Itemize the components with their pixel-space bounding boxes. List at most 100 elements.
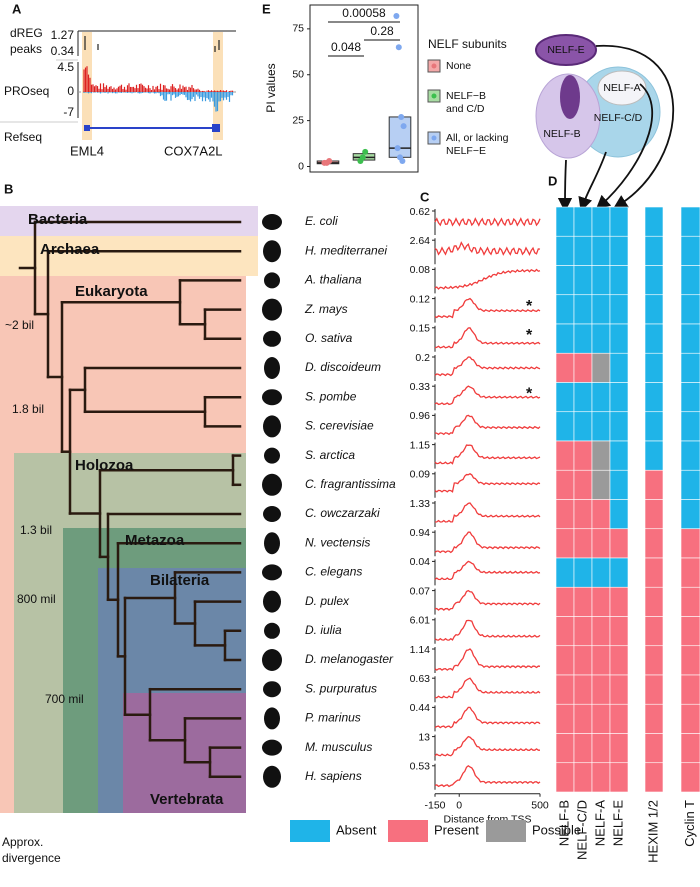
track-tick: 0.34 [51,44,75,58]
silhouette [263,506,281,522]
heatmap-cell [609,557,629,588]
heatmap-cell [644,294,664,325]
heatmap-cell [680,557,700,588]
plot-frame [309,4,419,173]
panel-letter: A [12,1,22,16]
phylogeny [18,220,242,779]
heatmap-cell [644,616,664,647]
clade-label: Metazoa [125,532,185,549]
x-tick-label: 500 [531,800,549,812]
profile-curve [434,297,541,319]
point [398,113,405,120]
profile-curve [434,648,541,672]
heatmap-cell [591,411,611,442]
heatmap-cell [644,235,664,266]
footer-label: Approx. [2,835,43,849]
silhouette [264,357,280,379]
heatmap-cell [644,762,664,793]
legend-label: Possible [532,822,581,837]
heatmap-cell [573,703,593,734]
heatmap-cell [680,323,700,354]
max-value: 0.44 [410,702,431,714]
point [400,123,407,130]
heatmap-cell [573,499,593,530]
max-value: 0.62 [410,206,431,218]
track-label: peaks [10,42,42,56]
species-name: S. purpuratus [305,681,377,695]
profile-curve [434,444,541,465]
silhouette [262,739,282,756]
species-name: D. iulia [305,623,342,637]
species-name: O. sativa [305,331,353,345]
max-value: 0.63 [410,673,431,685]
heatmap-cell [591,733,611,764]
nelf-a-shape [597,70,647,106]
column-label: Cyclin T [682,800,697,847]
heatmap-cell [555,323,575,354]
track-tick: 0 [67,84,74,98]
species-name: S. cerevisiae [305,419,374,433]
profile-curve [434,531,541,554]
exon [212,124,220,132]
legend-dot [431,63,437,69]
heatmap-cell [680,411,700,442]
heatmap-cell [591,440,611,471]
heatmap-cell [609,674,629,705]
legend-label: Present [434,822,479,837]
max-value: 1.33 [410,498,431,510]
heatmap-cell [573,616,593,647]
profile-curve [434,356,541,377]
heatmap-cell [680,733,700,764]
max-value: 1.15 [410,439,431,451]
profile-curve [434,589,541,611]
column-label: NELF-B [556,800,571,846]
point [326,157,333,164]
column-label: NELF-E [610,800,625,847]
silhouette [262,473,282,496]
heatmap-cell [644,557,664,588]
gene-name: EML4 [70,143,104,158]
panel-letter: E [262,1,271,16]
heatmap-cell [644,674,664,705]
species-name: H. sapiens [305,769,362,783]
panel-a-tracks [0,30,236,140]
heatmap-cell [680,586,700,617]
heatmap-cell [644,411,664,442]
silhouette [262,214,282,230]
max-value: 0.94 [410,527,431,539]
heatmap-cell [573,469,593,500]
heatmap-cell [591,382,611,413]
footer-label: divergence [2,851,61,865]
silhouette [262,389,282,406]
heatmap-cell [555,733,575,764]
axis-title: PI values [264,63,278,112]
point [359,154,366,161]
asterisk: * [526,298,533,315]
heatmap-cell [609,733,629,764]
track-tick: -7 [63,105,74,119]
nelf-e-stem [560,75,580,119]
heatmap-cell [609,440,629,471]
heatmap-cell [573,557,593,588]
heatmap-cell [573,528,593,559]
legend-title: NELF subunits [428,37,507,51]
profile-curve [434,735,540,757]
heatmap-cell [573,323,593,354]
heatmap-cell [644,528,664,559]
profile-curve [434,473,541,493]
heatmap-cell [555,586,575,617]
max-value: 0.08 [410,264,431,276]
heatmap-cell [609,528,629,559]
species-name: C. elegans [305,565,362,579]
max-value: 0.09 [410,469,431,481]
heatmap-cell [680,440,700,471]
max-value: 1.14 [410,644,431,656]
heatmap-cell [555,352,575,383]
profile-curve [434,706,541,729]
species-name: N. vectensis [305,535,370,549]
heatmap-cell [573,674,593,705]
box [388,116,412,158]
heatmap-cell [680,499,700,530]
profile-curve [434,414,541,436]
point [395,44,402,51]
